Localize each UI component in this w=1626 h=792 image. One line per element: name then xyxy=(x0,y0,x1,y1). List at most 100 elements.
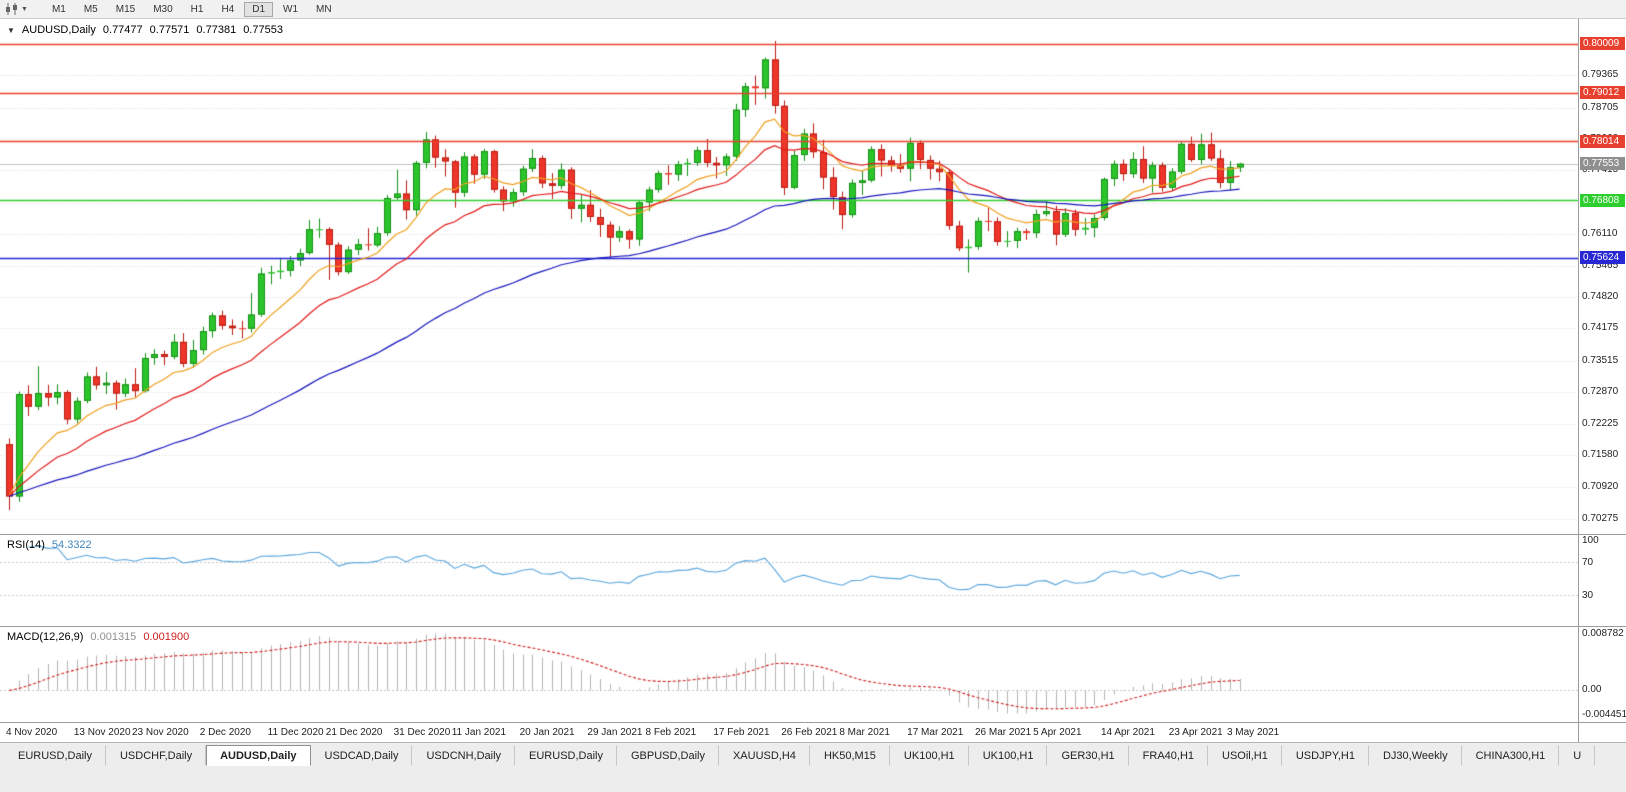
symbol-tab-uk100-h1[interactable]: UK100,H1 xyxy=(969,745,1048,766)
chart-symbol-label: AUDUSD,Daily xyxy=(21,24,96,36)
date-axis-label: 11 Dec 2020 xyxy=(267,727,324,738)
date-axis-label: 31 Dec 2020 xyxy=(393,727,451,738)
symbol-tab-eurusd-daily[interactable]: EURUSD,Daily xyxy=(4,745,106,766)
hline-price-badge[interactable]: 0.76808 xyxy=(1580,193,1625,207)
date-axis-label: 8 Feb 2021 xyxy=(645,727,697,738)
date-axis-label: 13 Nov 2020 xyxy=(73,727,131,738)
hline-price-badge[interactable]: 0.75624 xyxy=(1580,251,1625,265)
date-axis-label: 20 Jan 2021 xyxy=(519,727,575,738)
date-axis-label: 5 Apr 2021 xyxy=(1033,727,1082,738)
pane-divider[interactable] xyxy=(0,534,1626,535)
timeframe-button-w1[interactable]: W1 xyxy=(283,3,299,15)
chart-title: ▼ AUDUSD,Daily 0.77477 0.77571 0.77381 0… xyxy=(7,24,283,36)
symbol-tab-usdjpy-h1[interactable]: USDJPY,H1 xyxy=(1282,745,1369,766)
price-axis-label: 0.79365 xyxy=(1582,69,1619,81)
symbol-tab-china300-h1[interactable]: CHINA300,H1 xyxy=(1462,745,1560,766)
symbol-tab-gbpusd-daily[interactable]: GBPUSD,Daily xyxy=(617,745,719,766)
date-axis-label: 17 Feb 2021 xyxy=(713,727,770,738)
timeframe-button-h4[interactable]: H4 xyxy=(221,3,235,15)
price-axis-label: 0.74175 xyxy=(1582,322,1619,334)
date-axis-label: 3 May 2021 xyxy=(1226,727,1280,738)
price-axis-label: 0.74820 xyxy=(1582,290,1619,302)
rsi-axis-label: 100 xyxy=(1582,535,1599,546)
hline-price-badge[interactable]: 0.78014 xyxy=(1580,134,1625,148)
date-axis: 4 Nov 2020 13 Nov 2020 23 Nov 2020 2 Dec 20… xyxy=(0,723,1578,742)
price-axis-separator xyxy=(1578,19,1579,742)
macd-indicator-canvas[interactable] xyxy=(0,627,1578,722)
timeframe-button-m5[interactable]: M5 xyxy=(83,3,98,15)
rsi-value: 54.3322 xyxy=(51,539,92,551)
price-chart-canvas[interactable] xyxy=(0,19,1578,534)
chart-type-selector[interactable]: ▼ xyxy=(5,3,28,15)
symbol-tab-xauusd-h4[interactable]: XAUUSD,H4 xyxy=(719,745,810,766)
macd-axis: 0.008782 0.00 -0.004451 xyxy=(1579,627,1626,722)
symbol-tab-u[interactable]: U xyxy=(1559,745,1596,766)
macd-label: MACD(12,26,9) 0.001315 0.001900 xyxy=(7,631,189,643)
rsi-label: RSI(14) 54.3322 xyxy=(7,539,92,551)
price-axis-label: 0.70275 xyxy=(1582,512,1619,524)
symbol-dropdown-icon[interactable]: ▼ xyxy=(7,25,15,35)
symbol-tab-eurusd-daily[interactable]: EURUSD,Daily xyxy=(515,745,617,766)
symbol-tab-usdchf-daily[interactable]: USDCHF,Daily xyxy=(106,745,207,766)
macd-axis-max-label: 0.008782 xyxy=(1582,628,1624,639)
rsi-axis: 100 70 30 xyxy=(1579,535,1626,626)
macd-signal-value: 0.001900 xyxy=(143,631,190,643)
symbol-tab-usoil-h1[interactable]: USOil,H1 xyxy=(1208,745,1282,766)
date-axis-label: 23 Nov 2020 xyxy=(131,727,189,738)
price-axis-label: 0.78705 xyxy=(1582,101,1619,113)
price-axis-label: 0.72225 xyxy=(1582,417,1619,429)
symbol-tab-usdcnh-daily[interactable]: USDCNH,Daily xyxy=(412,745,516,766)
macd-axis-zero-label: 0.00 xyxy=(1582,684,1602,696)
rsi-axis-label: 70 xyxy=(1582,557,1594,569)
date-axis-label: 4 Nov 2020 xyxy=(6,727,58,738)
macd-name: MACD(12,26,9) xyxy=(7,631,84,643)
ohlc-low: 0.77381 xyxy=(196,24,237,36)
timeframe-toolbar: ▼ M1 M5 M15 M30 H1 H4 D1 W1 MN xyxy=(0,0,1626,19)
timeframe-button-m1[interactable]: M1 xyxy=(51,3,66,15)
date-axis-label: 23 Apr 2021 xyxy=(1168,727,1223,738)
timeframe-button-m30[interactable]: M30 xyxy=(153,3,173,15)
symbol-tab-audusd-daily[interactable]: AUDUSD,Daily xyxy=(206,745,311,766)
symbol-tab-fra40-h1[interactable]: FRA40,H1 xyxy=(1129,745,1209,766)
ohlc-close: 0.77553 xyxy=(243,24,283,36)
macd-axis-min-label: -0.004451 xyxy=(1582,709,1626,720)
date-axis-label: 26 Feb 2021 xyxy=(781,727,838,738)
hline-price-badge[interactable]: 0.80009 xyxy=(1580,37,1625,51)
window-bottom-strip xyxy=(0,768,1626,792)
timeframe-button-mn[interactable]: MN xyxy=(316,3,332,15)
price-axis-label: 0.70920 xyxy=(1582,481,1619,493)
macd-main-value: 0.001315 xyxy=(90,631,137,643)
hline-price-badge[interactable]: 0.79012 xyxy=(1580,86,1625,100)
rsi-indicator-canvas[interactable] xyxy=(0,535,1578,626)
timeframe-button-h1[interactable]: H1 xyxy=(190,3,204,15)
price-axis-label: 0.71580 xyxy=(1582,448,1619,460)
price-axis-label: 0.76110 xyxy=(1582,228,1618,240)
timeframe-button-d1[interactable]: D1 xyxy=(244,1,274,17)
timeframe-buttons: M1 M5 M15 M30 H1 H4 D1 W1 MN xyxy=(44,1,342,17)
date-axis-label: 26 Mar 2021 xyxy=(975,727,1032,738)
date-axis-label: 11 Jan 2021 xyxy=(451,727,507,738)
rsi-axis-label: 30 xyxy=(1582,589,1594,601)
date-axis-label: 2 Dec 2020 xyxy=(199,727,251,738)
symbol-tab-usdcad-daily[interactable]: USDCAD,Daily xyxy=(311,745,413,766)
timeframe-button-m15[interactable]: M15 xyxy=(115,3,136,15)
symbol-tab-ger30-h1[interactable]: GER30,H1 xyxy=(1047,745,1129,766)
ohlc-open: 0.77477 xyxy=(102,24,143,36)
price-axis-label: 0.75465 xyxy=(1582,259,1619,271)
date-axis-label: 8 Mar 2021 xyxy=(839,727,890,738)
rsi-name: RSI(14) xyxy=(7,539,45,551)
symbol-tab-uk100-h1[interactable]: UK100,H1 xyxy=(890,745,969,766)
date-axis-label: 21 Dec 2020 xyxy=(325,727,383,738)
date-axis-label: 14 Apr 2021 xyxy=(1100,727,1155,738)
ohlc-high: 0.77571 xyxy=(149,24,190,36)
symbol-tab-hk50-m15[interactable]: HK50,M15 xyxy=(810,745,890,766)
symbol-tab-bar: EURUSD,Daily USDCHF,Daily AUDUSD,Daily USDC… xyxy=(0,742,1626,768)
price-axis-label: 0.73515 xyxy=(1582,354,1619,366)
pane-divider[interactable] xyxy=(0,626,1626,627)
chart-type-caret-icon: ▼ xyxy=(21,5,28,13)
date-axis-label: 29 Jan 2021 xyxy=(587,727,643,738)
date-axis-label: 17 Mar 2021 xyxy=(907,727,964,738)
symbol-tab-dj30-weekly[interactable]: DJ30,Weekly xyxy=(1369,745,1462,766)
current-price-badge: 0.77553 xyxy=(1580,157,1625,171)
